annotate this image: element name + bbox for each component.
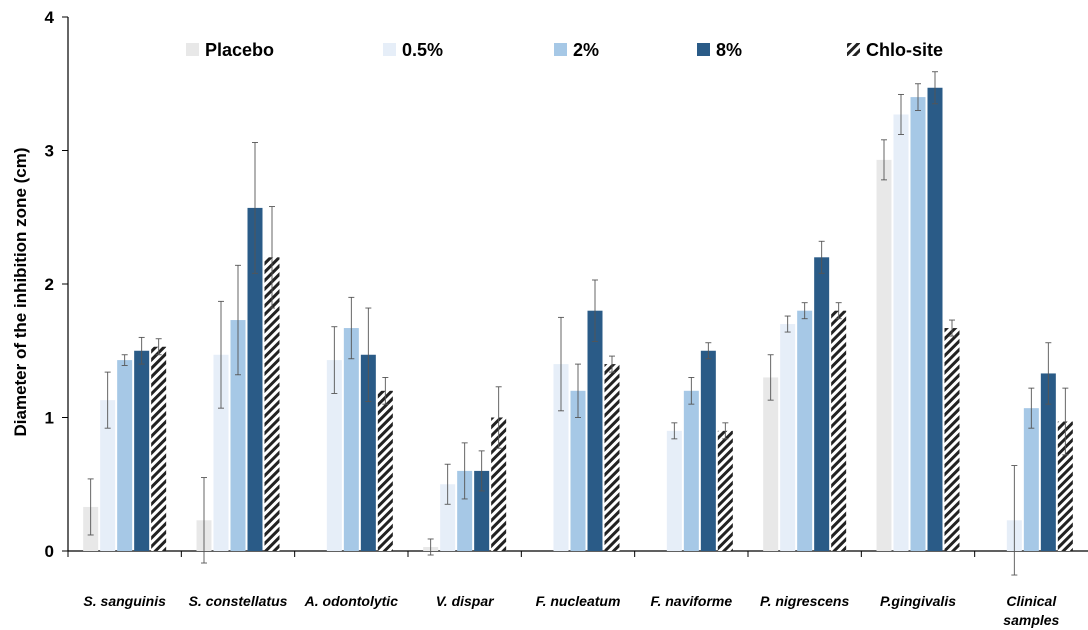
bar — [717, 430, 733, 551]
bar — [700, 350, 716, 551]
legend-label: 2% — [573, 40, 599, 60]
legend-label: Placebo — [205, 40, 274, 60]
y-tick-label: 0 — [45, 542, 54, 561]
bar — [264, 257, 280, 551]
legend-swatch — [383, 43, 396, 56]
x-tick-label: V. dispar — [436, 593, 495, 609]
legend-label: Chlo-site — [866, 40, 943, 60]
bar — [831, 310, 847, 551]
bar — [587, 310, 603, 551]
bar — [876, 159, 892, 551]
y-tick-label: 2 — [45, 275, 54, 294]
bar — [457, 470, 473, 551]
bar — [343, 328, 359, 551]
legend-swatch — [186, 43, 199, 56]
bar — [927, 87, 943, 551]
y-tick-label: 1 — [45, 409, 54, 428]
bar — [440, 484, 456, 551]
x-tick-label: S. constellatus — [189, 593, 288, 609]
legend-label: 8% — [716, 40, 742, 60]
legend-swatch — [697, 43, 710, 56]
bar — [1040, 373, 1056, 551]
x-tick-label: S. sanguinis — [83, 593, 166, 609]
bar — [570, 390, 586, 551]
bar — [780, 324, 796, 551]
bar — [491, 417, 507, 551]
bar — [666, 430, 682, 551]
x-tick-label: F. nucleatum — [536, 593, 621, 609]
legend-label: 0.5% — [402, 40, 443, 60]
bar — [100, 400, 116, 551]
bar — [247, 207, 263, 551]
bar — [553, 364, 569, 551]
bar — [474, 470, 490, 551]
bar — [944, 328, 960, 551]
legend-swatch — [554, 43, 567, 56]
x-tick-label: P. nigrescens — [760, 593, 849, 609]
x-tick-label: samples — [1003, 612, 1059, 628]
bar — [797, 310, 813, 551]
bar — [910, 97, 926, 551]
x-tick-label: Clinical — [1006, 593, 1057, 609]
x-tick-label: A. odontolytic — [304, 593, 399, 609]
bar — [377, 390, 393, 551]
plot-area: 0 1 2 3 4 S. sanguinis S. constellatus A. odont… — [45, 8, 1088, 628]
bar — [360, 354, 376, 551]
bar — [213, 354, 229, 551]
bar — [230, 320, 246, 551]
x-tick-label: P.gingivalis — [880, 593, 956, 609]
bar — [604, 364, 620, 551]
x-tick-label: F. naviforme — [650, 593, 732, 609]
bar — [134, 350, 150, 551]
y-axis-title: Diameter of the inhibition zone (cm) — [11, 147, 30, 436]
y-tick-label: 4 — [45, 8, 55, 27]
y-tick-label: 3 — [45, 142, 54, 161]
bar — [683, 390, 699, 551]
bar — [151, 346, 167, 551]
bar — [763, 377, 779, 551]
bar — [326, 360, 342, 551]
bar — [1057, 421, 1073, 551]
legend-swatch — [847, 43, 860, 56]
bar — [1023, 408, 1039, 551]
bar — [117, 360, 133, 551]
bar — [893, 114, 909, 551]
bar — [814, 257, 830, 551]
